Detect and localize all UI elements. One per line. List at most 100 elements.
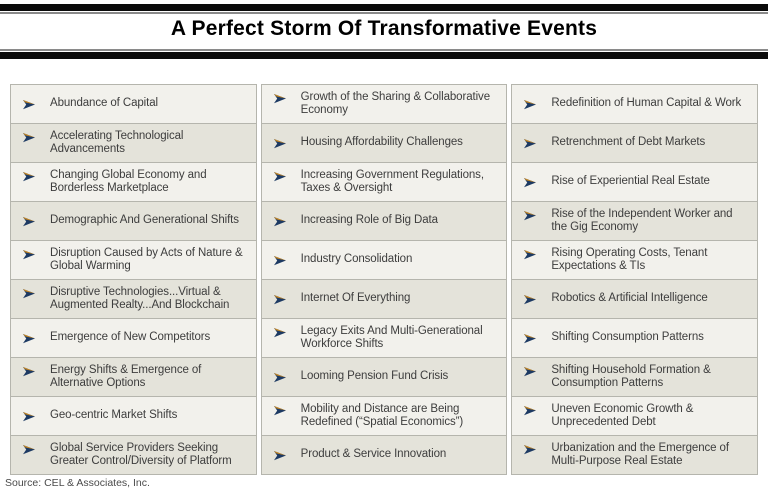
list-item-label: Energy Shifts & Emergence of Alternative… bbox=[50, 363, 202, 390]
list-item: Disruption Caused by Acts of Nature & Gl… bbox=[10, 240, 257, 280]
arrow-bullet-icon bbox=[273, 295, 286, 305]
list-item-label: Increasing Government Regulations, Taxes… bbox=[300, 168, 484, 195]
list-item: Legacy Exits And Multi-Generational Work… bbox=[260, 318, 508, 358]
list-item-content: Disruptive Technologies...Virtual & Augm… bbox=[23, 286, 250, 313]
arrow-bullet-icon bbox=[23, 288, 35, 298]
list-item-label: Product & Service Innovation bbox=[300, 448, 447, 461]
list-item-content: Abundance of Capital bbox=[23, 97, 158, 111]
list-item-content: Rising Operating Costs, Tenant Expectati… bbox=[524, 247, 751, 274]
list-item-content: Energy Shifts & Emergence of Alternative… bbox=[23, 364, 250, 391]
list-item-label: Robotics & Artificial Intelligence bbox=[551, 292, 708, 305]
arrow-bullet-icon bbox=[273, 139, 286, 149]
list-item: Looming Pension Fund Crisis bbox=[260, 357, 508, 397]
arrow-bullet-icon bbox=[273, 373, 286, 383]
list-item: Retrenchment of Debt Markets bbox=[511, 123, 758, 163]
list-item: Housing Affordability Challenges bbox=[260, 123, 508, 163]
list-item-label: Industry Consolidation bbox=[300, 253, 413, 266]
list-item: Disruptive Technologies...Virtual & Augm… bbox=[10, 279, 257, 319]
list-item-label: Disruptive Technologies...Virtual & Augm… bbox=[50, 285, 230, 312]
list-item-content: Disruption Caused by Acts of Nature & Gl… bbox=[23, 247, 250, 274]
arrow-bullet-icon bbox=[273, 405, 286, 415]
list-item-label: Housing Affordability Challenges bbox=[300, 136, 463, 149]
list-item-label: Disruption Caused by Acts of Nature & Gl… bbox=[50, 246, 243, 273]
list-item: Demographic And Generational Shifts bbox=[10, 201, 257, 241]
list-item-content: Increasing Role of Big Data bbox=[273, 214, 438, 228]
arrow-bullet-icon bbox=[23, 444, 35, 454]
arrow-bullet-icon bbox=[524, 366, 537, 376]
arrow-bullet-icon bbox=[23, 412, 35, 422]
list-item-content: Internet Of Everything bbox=[273, 292, 411, 306]
list-item-content: Changing Global Economy and Borderless M… bbox=[23, 169, 250, 196]
arrow-bullet-icon bbox=[273, 217, 286, 227]
list-item-label: Rise of Experiential Real Estate bbox=[551, 175, 710, 188]
arrow-bullet-icon bbox=[524, 334, 537, 344]
list-item-label: Rise of the Independent Worker and the G… bbox=[551, 207, 733, 234]
arrow-bullet-icon bbox=[23, 171, 35, 181]
arrow-bullet-icon bbox=[23, 100, 35, 110]
arrow-bullet-icon bbox=[23, 334, 35, 344]
list-item-content: Rise of Experiential Real Estate bbox=[524, 175, 710, 189]
list-item: Growth of the Sharing & Collaborative Ec… bbox=[260, 84, 508, 124]
list-item-content: Product & Service Innovation bbox=[273, 448, 447, 462]
list-item-content: Shifting Household Formation & Consumpti… bbox=[524, 364, 751, 391]
list-item-label: Accelerating Technological Advancements bbox=[50, 129, 184, 156]
list-item: Product & Service Innovation bbox=[260, 435, 508, 475]
list-item-label: Mobility and Distance are Being Redefine… bbox=[300, 402, 464, 429]
list-item: Global Service Providers Seeking Greater… bbox=[10, 435, 257, 475]
list-item-content: Demographic And Generational Shifts bbox=[23, 214, 239, 228]
arrow-bullet-icon bbox=[524, 100, 537, 110]
list-item: Abundance of Capital bbox=[10, 84, 257, 124]
list-item-content: Housing Affordability Challenges bbox=[273, 136, 463, 150]
arrow-bullet-icon bbox=[524, 444, 537, 454]
list-item-label: Legacy Exits And Multi-Generational Work… bbox=[300, 324, 483, 351]
list-item: Energy Shifts & Emergence of Alternative… bbox=[10, 357, 257, 397]
list-item-label: Abundance of Capital bbox=[50, 97, 158, 110]
arrow-bullet-icon bbox=[23, 249, 35, 259]
arrow-bullet-icon bbox=[273, 327, 286, 337]
list-item-content: Industry Consolidation bbox=[273, 253, 413, 267]
list-item-label: Looming Pension Fund Crisis bbox=[300, 370, 449, 383]
list-item-label: Global Service Providers Seeking Greater… bbox=[50, 441, 232, 468]
list-item: Changing Global Economy and Borderless M… bbox=[10, 162, 257, 202]
top-rule-gray-line bbox=[0, 12, 768, 14]
list-item: Industry Consolidation bbox=[260, 240, 508, 280]
list-item: Shifting Household Formation & Consumpti… bbox=[511, 357, 758, 397]
arrow-bullet-icon bbox=[23, 132, 35, 142]
title-underline-black-bar bbox=[0, 52, 768, 59]
list-item: Rise of the Independent Worker and the G… bbox=[511, 201, 758, 241]
title-underline-gray-line bbox=[0, 49, 768, 51]
list-item-label: Geo-centric Market Shifts bbox=[50, 409, 178, 422]
list-item-content: Looming Pension Fund Crisis bbox=[273, 370, 449, 384]
list-item-label: Rising Operating Costs, Tenant Expectati… bbox=[551, 246, 708, 273]
list-item-content: Growth of the Sharing & Collaborative Ec… bbox=[273, 91, 501, 118]
list-item: Uneven Economic Growth & Unprecedented D… bbox=[511, 396, 758, 436]
list-item-content: Global Service Providers Seeking Greater… bbox=[23, 442, 250, 469]
list-item-content: Accelerating Technological Advancements bbox=[23, 130, 250, 157]
list-item-content: Robotics & Artificial Intelligence bbox=[524, 292, 708, 306]
top-rule-black-bar bbox=[0, 4, 768, 11]
list-item: Redefinition of Human Capital & Work bbox=[511, 84, 758, 124]
list-item-label: Internet Of Everything bbox=[300, 292, 411, 305]
transformative-events-table: Abundance of Capital Accelerating Techno… bbox=[10, 84, 758, 475]
list-item-content: Uneven Economic Growth & Unprecedented D… bbox=[524, 403, 751, 430]
list-item-content: Redefinition of Human Capital & Work bbox=[524, 97, 741, 111]
arrow-bullet-icon bbox=[273, 451, 286, 461]
list-item-content: Urbanization and the Emergence of Multi-… bbox=[524, 442, 751, 469]
arrow-bullet-icon bbox=[23, 366, 35, 376]
list-item-content: Emergence of New Competitors bbox=[23, 331, 210, 345]
list-item-label: Demographic And Generational Shifts bbox=[50, 214, 239, 227]
list-item: Increasing Government Regulations, Taxes… bbox=[260, 162, 508, 202]
source-note: Source: CEL & Associates, Inc. bbox=[5, 477, 150, 489]
list-item-content: Shifting Consumption Patterns bbox=[524, 331, 704, 345]
list-item-label: Increasing Role of Big Data bbox=[300, 214, 438, 227]
list-item-content: Increasing Government Regulations, Taxes… bbox=[273, 168, 501, 196]
list-item: Rise of Experiential Real Estate bbox=[511, 162, 758, 202]
list-item-label: Urbanization and the Emergence of Multi-… bbox=[551, 441, 729, 468]
arrow-bullet-icon bbox=[524, 139, 537, 149]
list-item-content: Legacy Exits And Multi-Generational Work… bbox=[273, 324, 501, 352]
list-item-label: Shifting Consumption Patterns bbox=[551, 331, 704, 344]
list-item: Robotics & Artificial Intelligence bbox=[511, 279, 758, 319]
list-item: Urbanization and the Emergence of Multi-… bbox=[511, 435, 758, 475]
list-item: Emergence of New Competitors bbox=[10, 318, 257, 358]
arrow-bullet-icon bbox=[524, 249, 537, 259]
